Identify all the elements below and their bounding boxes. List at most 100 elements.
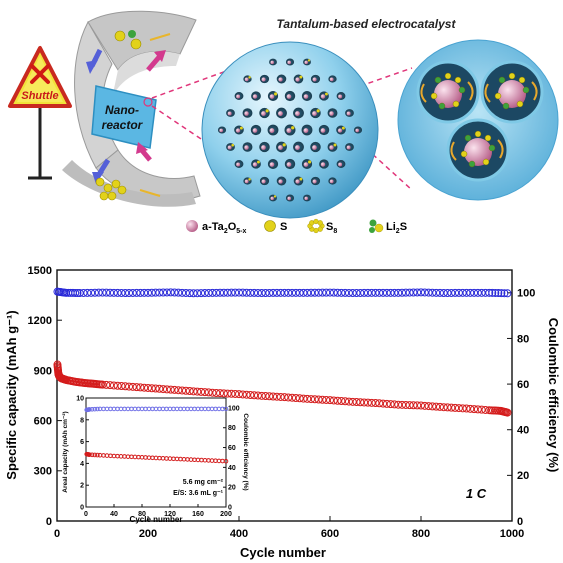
s8-ring-icon: [307, 218, 325, 234]
data-point: [405, 288, 414, 297]
data-point: [106, 288, 115, 297]
data-point: [409, 288, 418, 297]
data-point: [200, 289, 209, 298]
data-point: [458, 288, 467, 297]
data-point: [420, 401, 429, 410]
data-point: [503, 408, 512, 417]
data-point: [280, 288, 289, 297]
y2-tick-label: 20: [228, 485, 236, 492]
data-point: [189, 387, 198, 396]
data-point: [242, 288, 251, 297]
data-point: [405, 401, 414, 410]
data-point: [212, 288, 221, 297]
data-point: [89, 406, 95, 412]
data-point: [424, 402, 433, 411]
y-tick-label: 900: [34, 365, 52, 377]
data-point: [428, 402, 437, 411]
data-point: [318, 395, 327, 404]
y-tick-label: 6: [80, 439, 84, 446]
data-point: [128, 382, 137, 391]
data-point: [439, 289, 448, 298]
data-point: [208, 288, 217, 297]
data-point: [386, 400, 395, 409]
data-point: [375, 399, 384, 408]
data-point: [477, 405, 486, 414]
data-point: [235, 390, 243, 399]
data-point: [223, 288, 232, 297]
data-point: [231, 288, 240, 297]
data-point: [307, 288, 316, 297]
data-point: [284, 393, 293, 402]
data-point: [367, 398, 376, 407]
y2-tick-label: 80: [517, 333, 529, 345]
data-point: [337, 288, 346, 297]
y-tick-label: 8: [80, 417, 84, 424]
data-point: [382, 399, 391, 408]
x-tick-label: 120: [164, 511, 176, 518]
data-point: [371, 399, 380, 408]
data-point: [90, 288, 99, 297]
data-point: [95, 406, 100, 412]
data-point: [356, 288, 365, 297]
data-point: [288, 393, 297, 402]
data-point: [314, 395, 323, 404]
legend-label: S: [280, 221, 287, 233]
data-point: [178, 386, 187, 395]
data-point: [310, 395, 319, 404]
data-point: [136, 383, 145, 392]
x-axis-label: Cycle number: [240, 545, 326, 560]
data-point: [92, 406, 98, 412]
data-point: [280, 393, 289, 402]
data-point: [235, 288, 243, 297]
inset-annotation-loading: 5.6 mg cm⁻²: [183, 479, 224, 486]
data-point: [227, 288, 236, 297]
data-point: [329, 396, 338, 405]
data-point: [352, 398, 361, 407]
data-point: [284, 288, 293, 297]
data-point: [329, 288, 338, 297]
schematic: Shuttle Nano- reactor: [8, 10, 559, 235]
s8-ring-cluster: [95, 177, 127, 201]
data-point: [71, 288, 80, 297]
data-point: [170, 288, 179, 297]
y-tick-label: 10: [76, 395, 84, 402]
data-point: [242, 390, 251, 399]
data-point: [227, 389, 236, 398]
data-point: [159, 385, 168, 394]
data-point: [83, 288, 92, 297]
x-tick-label: 80: [138, 511, 146, 518]
data-point: [128, 288, 137, 297]
data-point: [261, 392, 270, 401]
data-point: [497, 289, 506, 298]
data-point: [371, 288, 380, 297]
data-point: [481, 405, 490, 414]
inset-frame: [85, 397, 227, 508]
data-point: [98, 380, 107, 389]
data-point: [197, 289, 206, 298]
data-point: [488, 288, 497, 297]
data-point: [473, 405, 482, 414]
data-point: [462, 288, 471, 297]
data-point: [75, 289, 84, 298]
data-point: [73, 289, 82, 298]
data-point: [409, 401, 418, 410]
data-point: [174, 288, 183, 297]
legend-item-pink-sphere: a-Ta2O5-x: [186, 220, 247, 235]
data-point: [375, 288, 384, 297]
y2-axis-label: Coulombic efficiency (%): [546, 318, 561, 473]
zoom-marker: [143, 97, 153, 107]
data-point: [435, 402, 444, 411]
data-point: [333, 396, 342, 405]
data-point: [265, 288, 274, 297]
data-point: [151, 288, 160, 297]
x-tick-label: 800: [412, 528, 430, 540]
data-point: [363, 288, 372, 297]
y2-tick-label: 100: [228, 405, 240, 412]
data-point: [447, 403, 456, 412]
data-point: [87, 288, 96, 297]
data-point: [223, 389, 232, 398]
data-point: [132, 288, 141, 297]
data-point: [291, 288, 300, 297]
data-point: [314, 288, 323, 297]
